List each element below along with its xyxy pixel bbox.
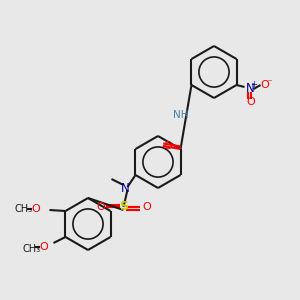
Text: ⁻: ⁻ xyxy=(267,78,272,88)
Text: O: O xyxy=(39,242,48,252)
Text: NH: NH xyxy=(173,110,189,120)
Text: N: N xyxy=(246,82,255,95)
Text: O: O xyxy=(31,204,40,214)
Text: O: O xyxy=(164,141,172,151)
Text: S: S xyxy=(119,200,128,214)
Text: O: O xyxy=(260,80,269,90)
Text: N: N xyxy=(121,182,130,194)
Text: O: O xyxy=(246,97,255,107)
Text: O: O xyxy=(96,202,105,212)
Text: CH₃: CH₃ xyxy=(14,204,32,214)
Text: O: O xyxy=(142,202,151,212)
Text: +: + xyxy=(250,80,257,89)
Text: CH₃: CH₃ xyxy=(22,244,40,254)
